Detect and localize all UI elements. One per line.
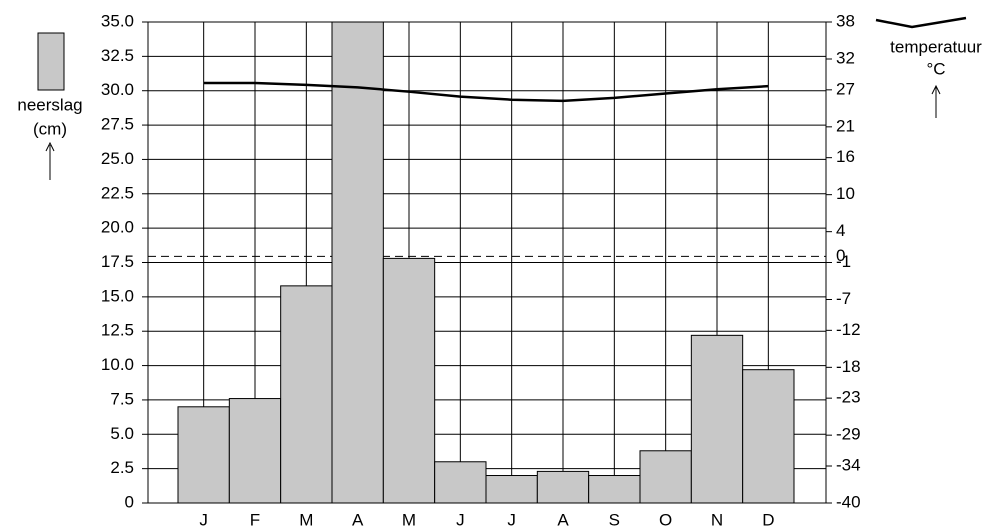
y-tick-label: 7.5 xyxy=(110,389,134,408)
y2-tick-label: -7 xyxy=(836,289,851,308)
y-tick-label: 15.0 xyxy=(101,286,134,305)
y2-tick-label: 4 xyxy=(836,221,845,240)
x-tick-label: A xyxy=(557,510,569,529)
zero-label: 0 xyxy=(836,246,845,265)
x-tick-label: D xyxy=(762,510,774,529)
bar xyxy=(588,475,641,504)
y2-tick-label: 32 xyxy=(836,48,855,67)
y-tick-label: 5.0 xyxy=(110,424,134,443)
bar xyxy=(434,461,487,504)
y-tick-label: 17.5 xyxy=(101,252,134,271)
y2-tick-label: -40 xyxy=(836,492,861,511)
y2-tick-label: -29 xyxy=(836,425,861,444)
y2-tick-label: -34 xyxy=(836,455,861,474)
y-tick-label: 22.5 xyxy=(101,183,134,202)
y-unit: (cm) xyxy=(33,119,67,138)
bar xyxy=(690,334,744,504)
y2-tick-label: 16 xyxy=(836,147,855,166)
y-arrow-head xyxy=(45,141,55,152)
x-tick-label: S xyxy=(609,510,620,529)
y-tick-label: 10.0 xyxy=(101,355,134,374)
y-tick-label: 2.5 xyxy=(110,458,134,477)
y-tick-label: 30.0 xyxy=(101,80,134,99)
bar xyxy=(331,21,384,504)
y2-arrow-head xyxy=(931,84,941,95)
x-tick-label: J xyxy=(456,510,465,529)
y-label: neerslag xyxy=(17,95,82,114)
x-tick-label: F xyxy=(250,510,260,529)
y-tick-label: 25.0 xyxy=(101,149,134,168)
y2-tick-label: 38 xyxy=(836,11,855,30)
x-tick-label: O xyxy=(659,510,672,529)
legend-bar-icon xyxy=(37,32,65,91)
bar xyxy=(485,475,538,504)
legend-line-icon xyxy=(875,16,967,29)
y-tick-label: 20.0 xyxy=(101,218,134,237)
x-tick-label: M xyxy=(299,510,313,529)
y2-label: temperatuur xyxy=(890,37,982,56)
bar xyxy=(536,470,590,504)
y2-tick-label: -23 xyxy=(836,388,861,407)
x-tick-label: J xyxy=(199,510,208,529)
bar xyxy=(228,398,282,504)
y2-unit: °C xyxy=(926,59,945,78)
x-tick-label: A xyxy=(352,510,364,529)
y-tick-label: 12.5 xyxy=(101,321,134,340)
y2-tick-label: -12 xyxy=(836,320,861,339)
bar xyxy=(639,450,692,504)
y2-tick-label: 10 xyxy=(836,184,855,203)
x-tick-label: J xyxy=(507,510,516,529)
x-tick-label: M xyxy=(402,510,416,529)
temperature-line xyxy=(203,81,769,103)
x-tick-label: N xyxy=(711,510,723,529)
y2-tick-label: -18 xyxy=(836,357,861,376)
y-tick-label: 0 xyxy=(125,492,134,511)
y-tick-label: 32.5 xyxy=(101,46,134,65)
y2-tick-label: 27 xyxy=(836,79,855,98)
bar xyxy=(382,257,436,504)
bar xyxy=(280,285,333,504)
y2-tick-label: -1 xyxy=(836,252,851,271)
y-tick-label: 27.5 xyxy=(101,115,134,134)
y2-tick-label: 21 xyxy=(836,116,855,135)
bar xyxy=(742,369,795,504)
bar xyxy=(177,406,230,504)
y-tick-label: 35.0 xyxy=(101,11,134,30)
